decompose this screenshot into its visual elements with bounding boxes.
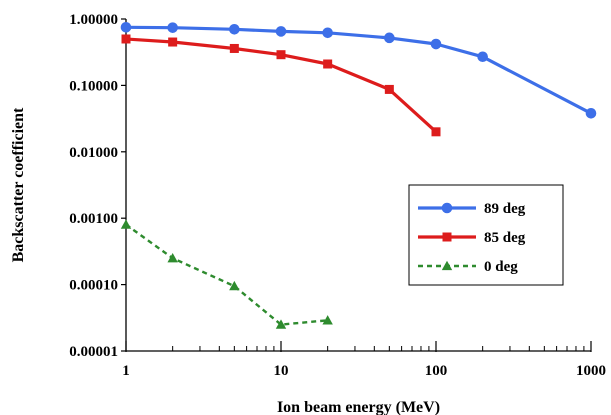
data-point xyxy=(323,59,333,69)
data-point xyxy=(168,37,178,47)
data-point xyxy=(477,51,488,63)
data-point xyxy=(275,319,287,329)
data-point xyxy=(430,38,442,50)
legend-marker xyxy=(441,260,453,271)
data-point xyxy=(384,32,395,44)
data-point xyxy=(431,127,441,137)
data-point xyxy=(276,50,286,60)
legend-label: 89 deg xyxy=(484,201,526,217)
legend-marker xyxy=(441,202,453,214)
y-tick-label: 0.10000 xyxy=(69,78,118,94)
data-point xyxy=(322,27,333,39)
data-point xyxy=(167,22,178,33)
data-point xyxy=(229,280,240,291)
x-tick-label: 1 xyxy=(122,363,130,379)
y-tick-label: 1.00000 xyxy=(69,12,118,28)
x-tick-label: 10 xyxy=(274,363,289,379)
plot-frame xyxy=(125,19,591,352)
legend-label: 85 deg xyxy=(484,230,526,246)
data-point xyxy=(229,43,239,53)
y-tick-label: 0.00100 xyxy=(69,211,118,227)
series-layer xyxy=(120,21,597,329)
series-line xyxy=(125,25,592,115)
data-point xyxy=(120,219,132,229)
series-line xyxy=(125,223,328,326)
y-tick-label: 0.01000 xyxy=(69,145,118,161)
y-axis-ticks: 1.00000 0.10000 0.01000 0.00100 0.00010 0.000… xyxy=(69,12,126,360)
x-axis-title: Ion beam energy (MeV) xyxy=(277,399,440,415)
x-tick-label: 1000 xyxy=(576,363,606,379)
y-tick-label: 0.00010 xyxy=(69,278,118,294)
y-axis-title: Backscatter coefficient xyxy=(10,107,27,262)
series-2 xyxy=(120,219,333,329)
legend-box xyxy=(408,184,564,286)
legend-label: 0 deg xyxy=(484,259,518,275)
x-tick-label: 100 xyxy=(425,363,448,379)
series-1 xyxy=(121,34,441,137)
legend: 89 deg 85 deg 0 deg xyxy=(408,184,564,286)
y-tick-label: 0.00001 xyxy=(69,344,118,360)
data-point xyxy=(167,252,178,263)
legend-marker xyxy=(442,232,452,242)
data-point xyxy=(384,84,394,94)
data-point xyxy=(585,108,597,119)
data-point xyxy=(120,21,132,33)
data-point xyxy=(121,34,131,44)
data-point xyxy=(229,23,240,35)
series-0 xyxy=(120,21,597,119)
data-point xyxy=(275,26,287,37)
data-point xyxy=(322,315,333,325)
x-axis-ticks: 1 10 100 1000 xyxy=(122,341,606,379)
